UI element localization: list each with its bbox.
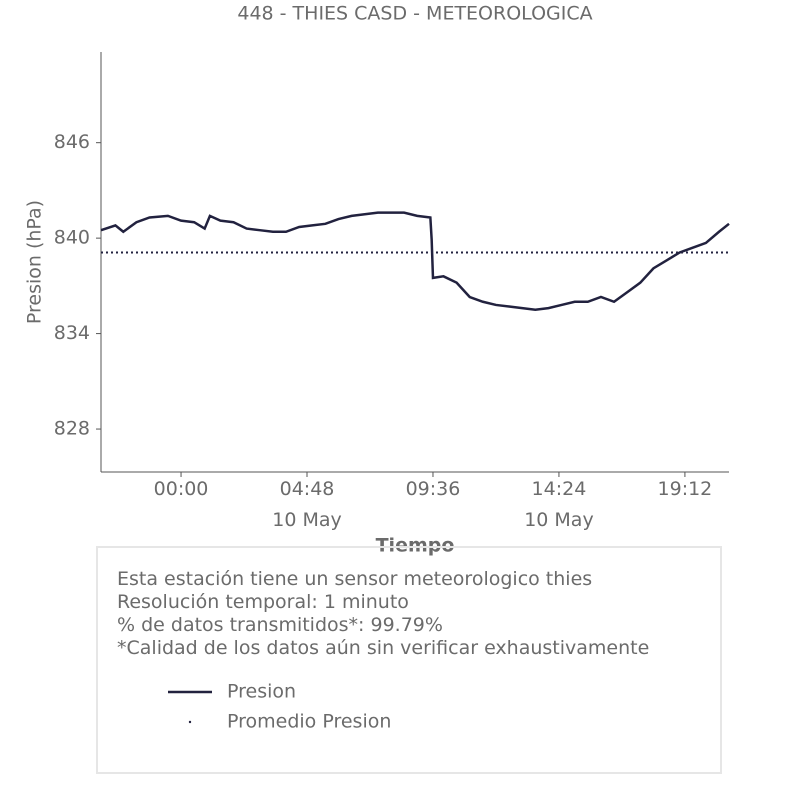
info-line: % de datos transmitidos*: 99.79% xyxy=(117,614,443,636)
x-tick-label: 04:48 10 May xyxy=(272,478,342,531)
x-tick-label: 00:00 xyxy=(153,478,209,500)
info-line: *Calidad de los datos aún sin verificar … xyxy=(117,637,650,659)
legend-label: Promedio Presion xyxy=(227,711,391,733)
y-tick-label: 828 xyxy=(54,418,90,440)
y-tick-label: 846 xyxy=(54,131,90,153)
x-tick-label: 14:24 10 May xyxy=(524,478,594,531)
y-tick-label: 834 xyxy=(54,322,90,344)
legend-label: Presion xyxy=(227,681,296,703)
info-lines: Esta estación tiene un sensor meteorolog… xyxy=(98,568,720,660)
y-tick-label: 840 xyxy=(54,227,90,249)
x-axis-label: Tiempo xyxy=(376,535,455,557)
info-box: Esta estación tiene un sensor meteorolog… xyxy=(96,546,722,774)
x-tick-label: 19:12 xyxy=(657,478,713,500)
y-axis-label: Presion (hPa) xyxy=(24,200,46,324)
info-line: Resolución temporal: 1 minuto xyxy=(117,591,409,613)
legend-swatch xyxy=(188,720,192,724)
x-tick-label: 09:36 xyxy=(405,478,461,500)
chart-title: 448 - THIES CASD - METEOROLOGICA xyxy=(237,3,592,25)
data-line xyxy=(100,211,730,311)
info-line: Esta estación tiene un sensor meteorolog… xyxy=(117,568,593,590)
